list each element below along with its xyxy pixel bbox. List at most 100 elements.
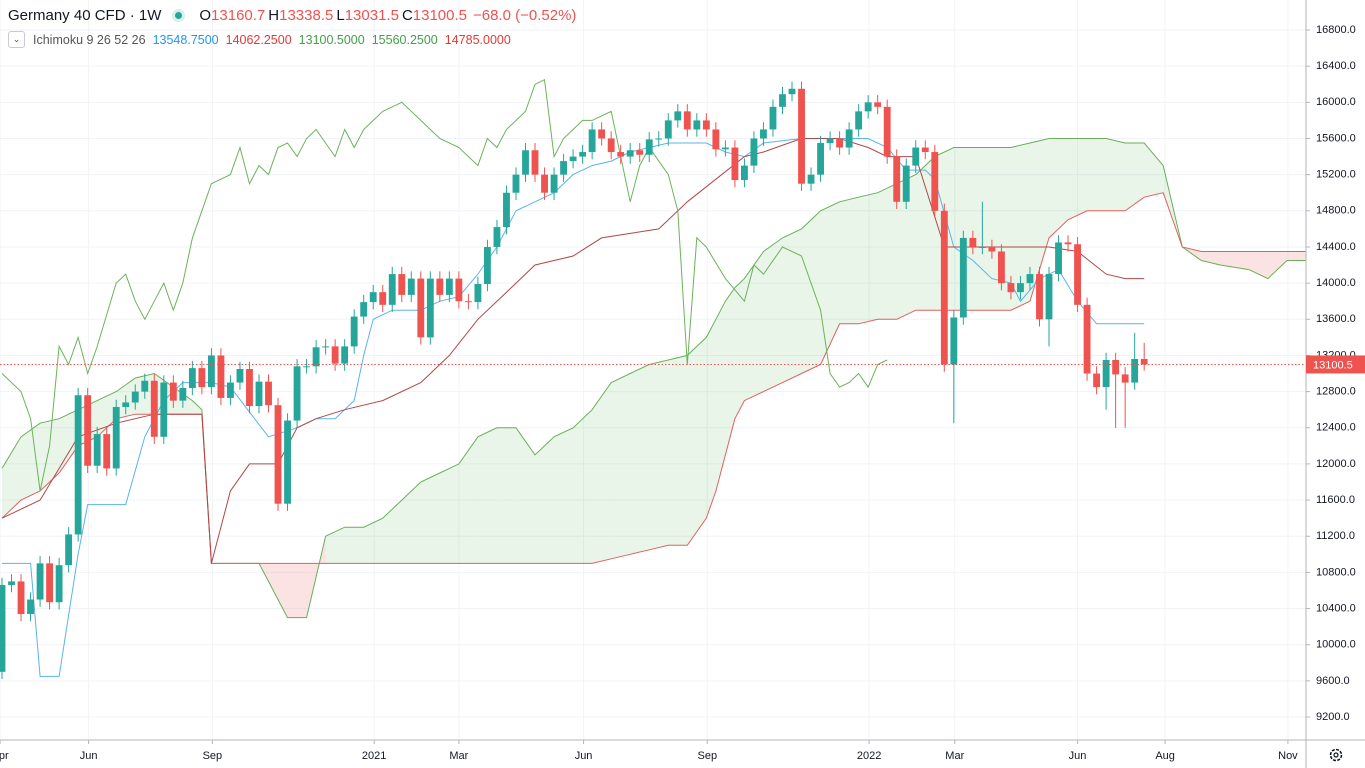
candle-body [912, 147, 920, 166]
ohlc-label: L [336, 7, 345, 24]
candle-body [265, 381, 272, 406]
cloud-segment [363, 518, 383, 564]
cloud-segment [287, 563, 307, 618]
candle-body [1083, 304, 1091, 374]
y-tick-label: 13600.0 [1316, 313, 1356, 325]
candle-body [1140, 358, 1148, 365]
candle-body [950, 317, 958, 365]
candle-body [969, 237, 977, 247]
candle-body [817, 143, 824, 175]
candle-body [845, 129, 853, 148]
candle-body [826, 138, 834, 144]
candle-body [350, 316, 358, 347]
cloud-segment [896, 174, 916, 320]
candle-body [74, 395, 82, 535]
cloud-segment [573, 409, 593, 564]
y-tick-label: 16400.0 [1316, 60, 1356, 72]
candle-body [645, 139, 653, 155]
cloud-segment [1010, 143, 1030, 311]
candle-body [636, 150, 644, 155]
candle-body [893, 156, 901, 202]
candle-body [474, 284, 482, 303]
y-tick-label: 10000.0 [1316, 639, 1356, 651]
candle-body [788, 88, 796, 95]
candle-body [693, 120, 701, 130]
y-tick-label: 14800.0 [1316, 205, 1356, 217]
candle-body [55, 565, 63, 603]
indicator-value: 13548.7500 [152, 32, 219, 47]
cloud-segment [382, 500, 402, 564]
settings-icon[interactable] [1329, 748, 1343, 762]
cloud-segment [744, 251, 764, 401]
candle-body [988, 246, 996, 252]
candle-body [978, 246, 986, 248]
y-tick-label: 16000.0 [1316, 96, 1356, 108]
cloud-segment [839, 197, 859, 324]
candle-body [103, 434, 111, 469]
cloud-segment [535, 436, 555, 564]
cloud-segment [725, 287, 735, 455]
candle-body [246, 369, 253, 407]
cloud-segment [763, 237, 783, 392]
x-tick-label: Mar [945, 750, 964, 762]
candle-body [522, 150, 529, 175]
candle-body [921, 147, 929, 153]
candle-body [550, 174, 558, 193]
candle-body [598, 129, 606, 139]
x-tick-label: Aug [1155, 750, 1175, 762]
candle-body [798, 88, 805, 184]
x-tick-label: 2022 [857, 750, 881, 762]
candle-body [65, 534, 73, 566]
x-tick-label: Jun [575, 750, 593, 762]
cloud-segment [439, 463, 459, 564]
candle-body [17, 581, 25, 614]
candle-body [274, 405, 282, 504]
candle-body [46, 563, 54, 603]
cloud-segment [1068, 138, 1088, 220]
candle-body [407, 278, 415, 295]
candle-body [769, 106, 777, 130]
candle-body [541, 174, 548, 193]
y-tick-label: 12800.0 [1316, 386, 1356, 398]
cloud-segment [630, 364, 650, 555]
cloud-segment [515, 427, 536, 564]
cloud-segment [858, 192, 878, 324]
open-value: 13160.7 [211, 7, 266, 24]
y-tick-label: 11200.0 [1316, 530, 1355, 542]
candle-body [207, 355, 215, 388]
x-tick-label: Apr [0, 750, 9, 762]
candle-body [303, 366, 311, 368]
close-value: 13100.5 [412, 7, 468, 24]
candle-body [588, 129, 596, 153]
cloud-segment [706, 319, 716, 519]
candle-body [760, 129, 767, 139]
ohlc-label: O [199, 7, 212, 24]
candle-body [112, 406, 120, 469]
candle-body [341, 346, 349, 364]
candle-body [360, 302, 368, 317]
candle-body [702, 120, 710, 130]
cloud-segment [97, 391, 117, 437]
candle-body [169, 382, 177, 401]
candle-body [864, 102, 872, 112]
candle-body [227, 382, 234, 398]
cloud-segment [496, 427, 516, 564]
candle-body [1112, 359, 1120, 375]
candle-body [122, 402, 130, 407]
collapse-button[interactable]: ⌄ [8, 31, 25, 48]
x-tick-label: 2021 [362, 750, 386, 762]
candle-body [388, 274, 396, 305]
cloud-segment [59, 409, 79, 473]
candle-body [1026, 274, 1034, 284]
cloud-segment [401, 482, 421, 564]
cloud-segment [611, 373, 631, 559]
candle-body [217, 355, 225, 398]
cloud-segment [1, 436, 22, 519]
cloud-segment [715, 301, 726, 492]
indicator-value: 14062.2500 [225, 32, 292, 47]
candle-body [1064, 242, 1072, 245]
cloud-segment [420, 472, 440, 564]
candle-body [531, 150, 539, 175]
